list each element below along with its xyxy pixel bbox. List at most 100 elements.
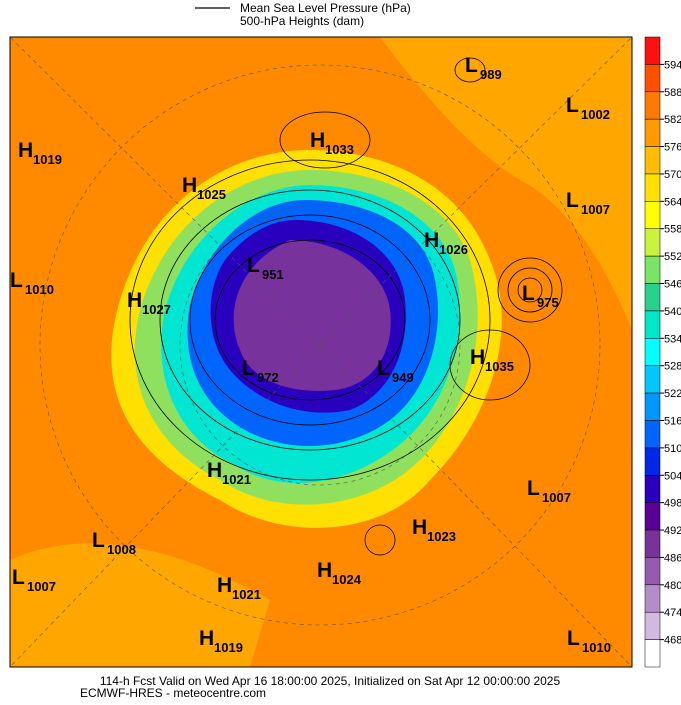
- colorbar-swatch: [644, 611, 661, 640]
- center-value: 1027: [142, 302, 171, 317]
- center-kind: H: [182, 174, 197, 197]
- center-value: 1021: [232, 587, 261, 602]
- center-value: 1026: [439, 242, 468, 257]
- center-kind: H: [18, 139, 33, 162]
- colorbar-swatch: [644, 338, 661, 366]
- center-kind: H: [424, 229, 439, 252]
- center-kind: H: [470, 346, 485, 369]
- center-value: 1008: [107, 542, 136, 557]
- map-region: [380, 37, 632, 330]
- colorbar-swatch: [644, 36, 661, 65]
- center-kind: L: [522, 282, 535, 305]
- center-kind: L: [242, 357, 255, 380]
- colorbar-label: 504: [664, 470, 681, 482]
- center-value: 1019: [33, 152, 62, 167]
- footer-line2: ECMWF-HRES - meteocentre.com: [80, 686, 266, 700]
- center-value: 1010: [25, 282, 54, 297]
- center-kind: L: [527, 477, 540, 500]
- map-region: [233, 240, 391, 391]
- center-kind: L: [566, 94, 579, 117]
- center-kind: H: [310, 129, 325, 152]
- center-value: 1007: [581, 202, 610, 217]
- center-value: 1010: [582, 640, 611, 655]
- colorbar-swatch: [644, 91, 661, 120]
- colorbar-swatch: [644, 584, 661, 613]
- colorbar-label: 558: [664, 224, 681, 236]
- colorbar-label: 528: [664, 361, 681, 373]
- colorbar-label: 474: [664, 607, 681, 619]
- colorbar-label: 588: [664, 87, 681, 99]
- center-value: 989: [480, 67, 502, 82]
- legend-heights: 500-hPa Heights (dam): [240, 14, 364, 28]
- center-value: 951: [262, 267, 284, 282]
- center-value: 949: [392, 370, 414, 385]
- colorbar-label: 594: [664, 59, 681, 71]
- colorbar-swatch: [644, 529, 661, 558]
- center-kind: H: [207, 459, 222, 482]
- colorbar-swatch: [644, 118, 661, 147]
- colorbar-label: 522: [664, 388, 681, 400]
- center-kind: L: [567, 627, 580, 650]
- center-kind: L: [377, 357, 390, 380]
- colorbar-label: 570: [664, 169, 681, 181]
- colorbar-swatch: [644, 365, 661, 394]
- colorbar-swatch: [644, 255, 661, 284]
- colorbar-label: 582: [664, 114, 681, 126]
- center-kind: L: [465, 54, 478, 77]
- colorbar-swatch: [644, 502, 661, 531]
- center-kind: L: [92, 529, 105, 552]
- colorbar-label: 540: [664, 306, 681, 318]
- colorbar-swatch: [644, 201, 661, 229]
- colorbar-swatch: [644, 146, 661, 175]
- colorbar-swatch: [644, 228, 661, 257]
- center-value: 1025: [197, 187, 226, 202]
- center-kind: H: [199, 627, 214, 650]
- center-value: 975: [537, 295, 559, 310]
- center-kind: L: [566, 189, 579, 212]
- colorbar-swatch: [644, 173, 661, 202]
- colorbar-label: 486: [664, 552, 681, 564]
- colorbar-swatch: [644, 420, 661, 449]
- colorbar-swatch: [644, 283, 661, 312]
- colorbar-swatch: [644, 64, 661, 93]
- map: [9, 36, 633, 668]
- colorbar-swatch: [644, 310, 661, 339]
- colorbar-swatch: [644, 447, 661, 476]
- legend-pressure: Mean Sea Level Pressure (hPa): [240, 1, 411, 15]
- colorbar-label: 492: [664, 525, 681, 537]
- colorbar-label: 468: [664, 635, 681, 647]
- center-value: 1033: [325, 142, 354, 157]
- center-kind: L: [247, 254, 260, 277]
- colorbar-label: 480: [664, 580, 681, 592]
- colorbar-label: 498: [664, 498, 681, 510]
- center-value: 1021: [222, 472, 251, 487]
- map-frame: [9, 36, 633, 668]
- colorbar-label: 576: [664, 142, 681, 154]
- center-value: 972: [257, 370, 279, 385]
- center-value: 1019: [214, 640, 243, 655]
- colorbar-swatch: [644, 475, 661, 503]
- center-value: 1002: [581, 107, 610, 122]
- colorbar-swatch: [644, 557, 661, 586]
- center-kind: L: [10, 269, 23, 292]
- map-region: [10, 543, 270, 667]
- center-value: 1023: [427, 529, 456, 544]
- colorbar-label: 534: [664, 333, 681, 345]
- colorbar-label: 516: [664, 415, 681, 427]
- footer-line1: 114-h Fcst Valid on Wed Apr 16 18:00:00 …: [100, 674, 561, 688]
- colorbar-label: 564: [664, 196, 681, 208]
- colorbar: 594 588 582 576 570 564 558 552 546 540 534 528 522 5…: [644, 36, 681, 668]
- center-value: 1007: [542, 490, 571, 505]
- center-kind: L: [12, 566, 25, 589]
- colorbar-label: 552: [664, 251, 681, 263]
- center-value: 1024: [332, 572, 362, 587]
- colorbar-swatch: [644, 392, 661, 421]
- center-kind: H: [317, 559, 332, 582]
- colorbar-swatch: [644, 639, 661, 668]
- center-kind: H: [127, 289, 142, 312]
- center-kind: H: [412, 516, 427, 539]
- center-kind: H: [217, 574, 232, 597]
- colorbar-label: 510: [664, 443, 681, 455]
